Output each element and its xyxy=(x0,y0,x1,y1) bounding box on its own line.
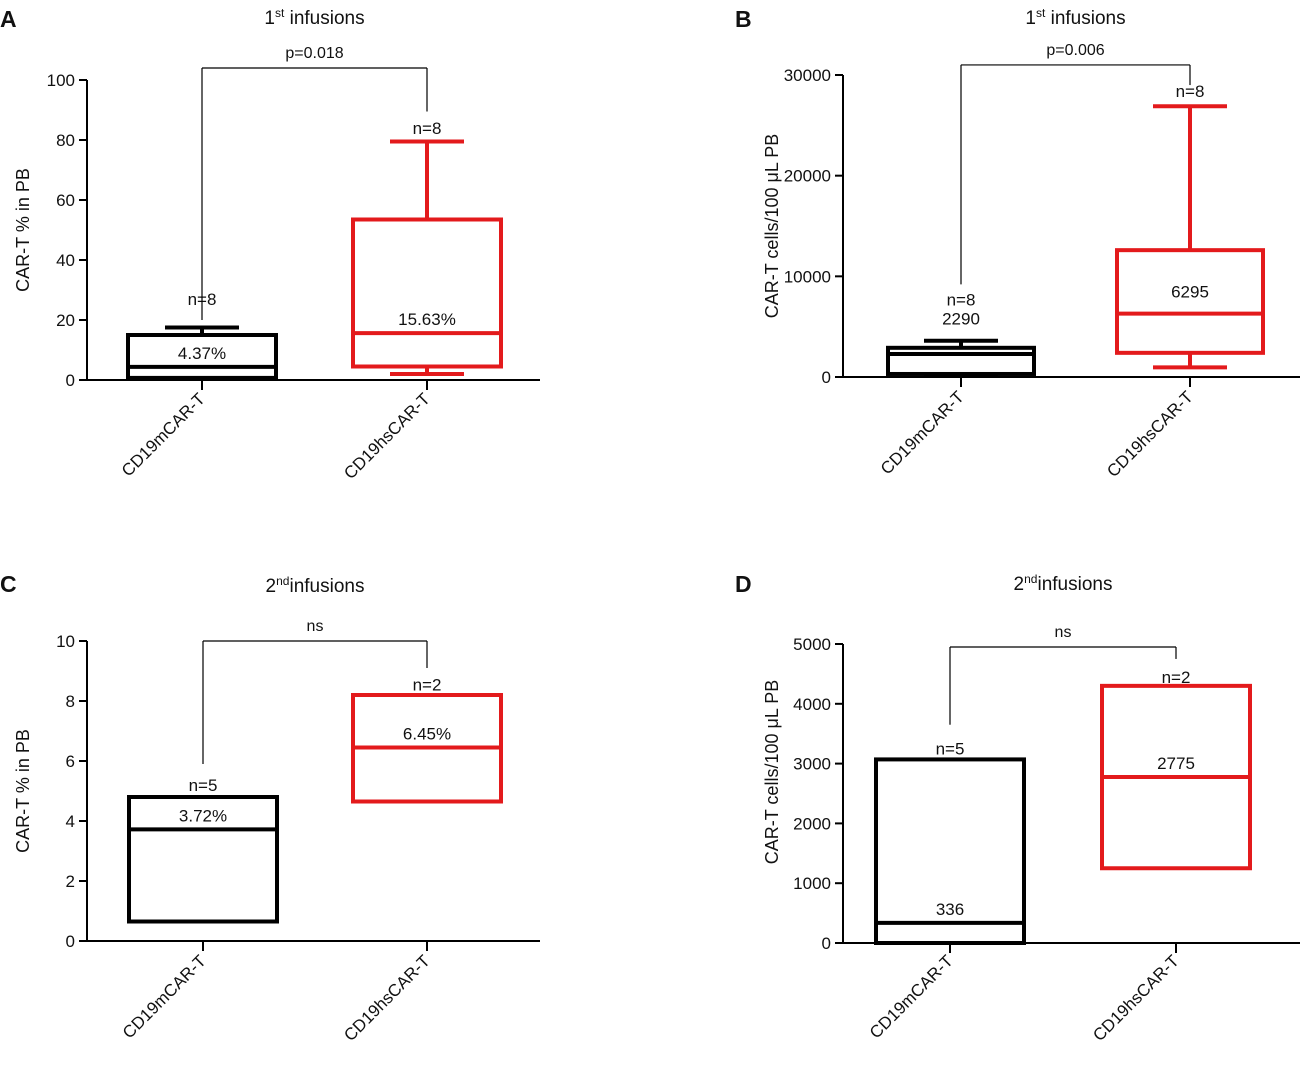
y-tick-label: 4000 xyxy=(793,695,831,714)
x-category-label: CD19hsCAR-T xyxy=(340,389,434,483)
y-axis-label: CAR-T % in PB xyxy=(13,168,33,292)
title-ordinal: 2 xyxy=(266,576,277,597)
title-ordinal: 1 xyxy=(1025,8,1036,29)
chart-title: 1st infusions xyxy=(264,6,364,29)
title-superscript: st xyxy=(1036,6,1046,20)
n-count-label: n=5 xyxy=(936,740,965,759)
y-tick-label: 0 xyxy=(822,368,831,387)
panel-b: B 1st infusions 0 10000 20000 30000 CAR-T cell… xyxy=(735,6,1300,481)
y-tick-label: 30000 xyxy=(784,66,831,85)
n-count-label: n=2 xyxy=(413,676,442,695)
box-cd19mcar-t: 4.37%n=8 xyxy=(126,290,278,381)
chart-title: 2ndinfusions xyxy=(1014,572,1113,595)
box-cd19hscar-t: 15.63% n=8 xyxy=(351,119,503,376)
panel-label: C xyxy=(0,571,17,597)
box-iqr xyxy=(126,333,278,380)
title-ordinal: 2 xyxy=(1014,574,1025,595)
y-tick-label: 20000 xyxy=(784,167,831,186)
panel-a: A 1st infusions 0 20 40 60 80 100 CAR-T % in PB C… xyxy=(0,6,540,483)
median-label: 6.45% xyxy=(403,725,451,744)
title-text: infusions xyxy=(284,8,364,29)
y-axis-label: CAR-T cells/100 μL PB xyxy=(762,134,782,318)
x-category-label: CD19mCAR-T xyxy=(866,951,957,1042)
y-tick-label: 0 xyxy=(66,371,75,390)
chart-title: 1st infusions xyxy=(1025,6,1125,29)
n-count-label: n=8 xyxy=(413,119,442,138)
y-tick-label: 0 xyxy=(66,932,75,951)
median-label: 2775 xyxy=(1157,754,1195,773)
title-text: infusions xyxy=(1037,574,1112,595)
y-tick-label: 2 xyxy=(66,872,75,891)
median-label: 15.63% xyxy=(398,310,456,329)
y-axis-label: CAR-T cells/100 μL PB xyxy=(762,680,782,864)
box-iqr xyxy=(351,217,503,369)
title-ordinal: 1 xyxy=(264,8,275,29)
x-category-label: CD19mCAR-T xyxy=(877,387,968,478)
y-tick-label: 10000 xyxy=(784,267,831,286)
median-label: 336 xyxy=(936,900,964,919)
y-tick-label: 6 xyxy=(66,752,75,771)
n-count-label: n=5 xyxy=(189,776,218,795)
significance-bracket: ns xyxy=(949,624,1177,725)
significance-bracket: p=0.006 xyxy=(960,42,1191,285)
median-label: 2290 xyxy=(942,310,980,329)
median-label: 6295 xyxy=(1171,282,1209,301)
x-category-label: CD19mCAR-T xyxy=(119,951,210,1042)
significance-label: p=0.006 xyxy=(1046,42,1104,59)
panel-label: D xyxy=(735,571,752,597)
box-iqr xyxy=(874,757,1026,945)
box-cd19mcar-t: 336 n=5 xyxy=(874,740,1026,945)
n-count-label: n=2 xyxy=(1162,668,1191,687)
significance-label: ns xyxy=(1055,624,1072,641)
y-tick-label: 100 xyxy=(47,71,75,90)
significance-label: ns xyxy=(307,618,324,635)
y-tick-label: 80 xyxy=(56,131,75,150)
box-iqr xyxy=(886,345,1036,376)
y-tick-label: 1000 xyxy=(793,874,831,893)
median-label: 3.72% xyxy=(179,806,227,825)
y-tick-label: 8 xyxy=(66,692,75,711)
title-superscript: nd xyxy=(1024,572,1037,586)
significance-bracket: p=0.018 xyxy=(201,45,428,320)
box-iqr xyxy=(127,795,279,924)
box-cd19hscar-t: 6295 n=8 xyxy=(1115,82,1265,370)
box-iqr xyxy=(1115,248,1265,355)
y-axis-label: CAR-T % in PB xyxy=(13,729,33,853)
y-tick-label: 5000 xyxy=(793,635,831,654)
median-label: 4.37% xyxy=(178,344,226,363)
x-category-label: CD19hsCAR-T xyxy=(1089,951,1183,1045)
y-tick-label: 0 xyxy=(822,934,831,953)
title-text: infusions xyxy=(289,576,364,597)
x-category-label: CD19mCAR-T xyxy=(118,389,209,480)
title-superscript: st xyxy=(275,6,285,20)
n-count-label: n=8 xyxy=(947,290,976,309)
panel-label: A xyxy=(0,6,17,32)
panel-label: B xyxy=(735,6,752,32)
title-text: infusions xyxy=(1045,8,1125,29)
y-tick-label: 20 xyxy=(56,311,75,330)
y-tick-label: 3000 xyxy=(793,755,831,774)
y-tick-label: 10 xyxy=(56,632,75,651)
n-count-label: n=8 xyxy=(1176,82,1205,101)
title-superscript: nd xyxy=(276,574,289,588)
y-tick-label: 2000 xyxy=(793,814,831,833)
y-tick-label: 60 xyxy=(56,191,75,210)
panel-d: D 2ndinfusions 0 1000 2000 3000 4000 5000 CAR-T … xyxy=(735,571,1300,1045)
chart-title: 2ndinfusions xyxy=(266,574,365,597)
box-cd19mcar-t: 3.72% n=5 xyxy=(127,776,279,924)
box-cd19hscar-t: 6.45% n=2 xyxy=(351,676,503,804)
x-category-label: CD19hsCAR-T xyxy=(1103,387,1197,481)
y-tick-label: 4 xyxy=(66,812,75,831)
significance-bracket: ns xyxy=(202,618,428,764)
significance-label: p=0.018 xyxy=(285,45,343,62)
y-tick-label: 40 xyxy=(56,251,75,270)
x-category-label: CD19hsCAR-T xyxy=(340,951,434,1045)
box-cd19hscar-t: 2775 n=2 xyxy=(1100,668,1252,871)
